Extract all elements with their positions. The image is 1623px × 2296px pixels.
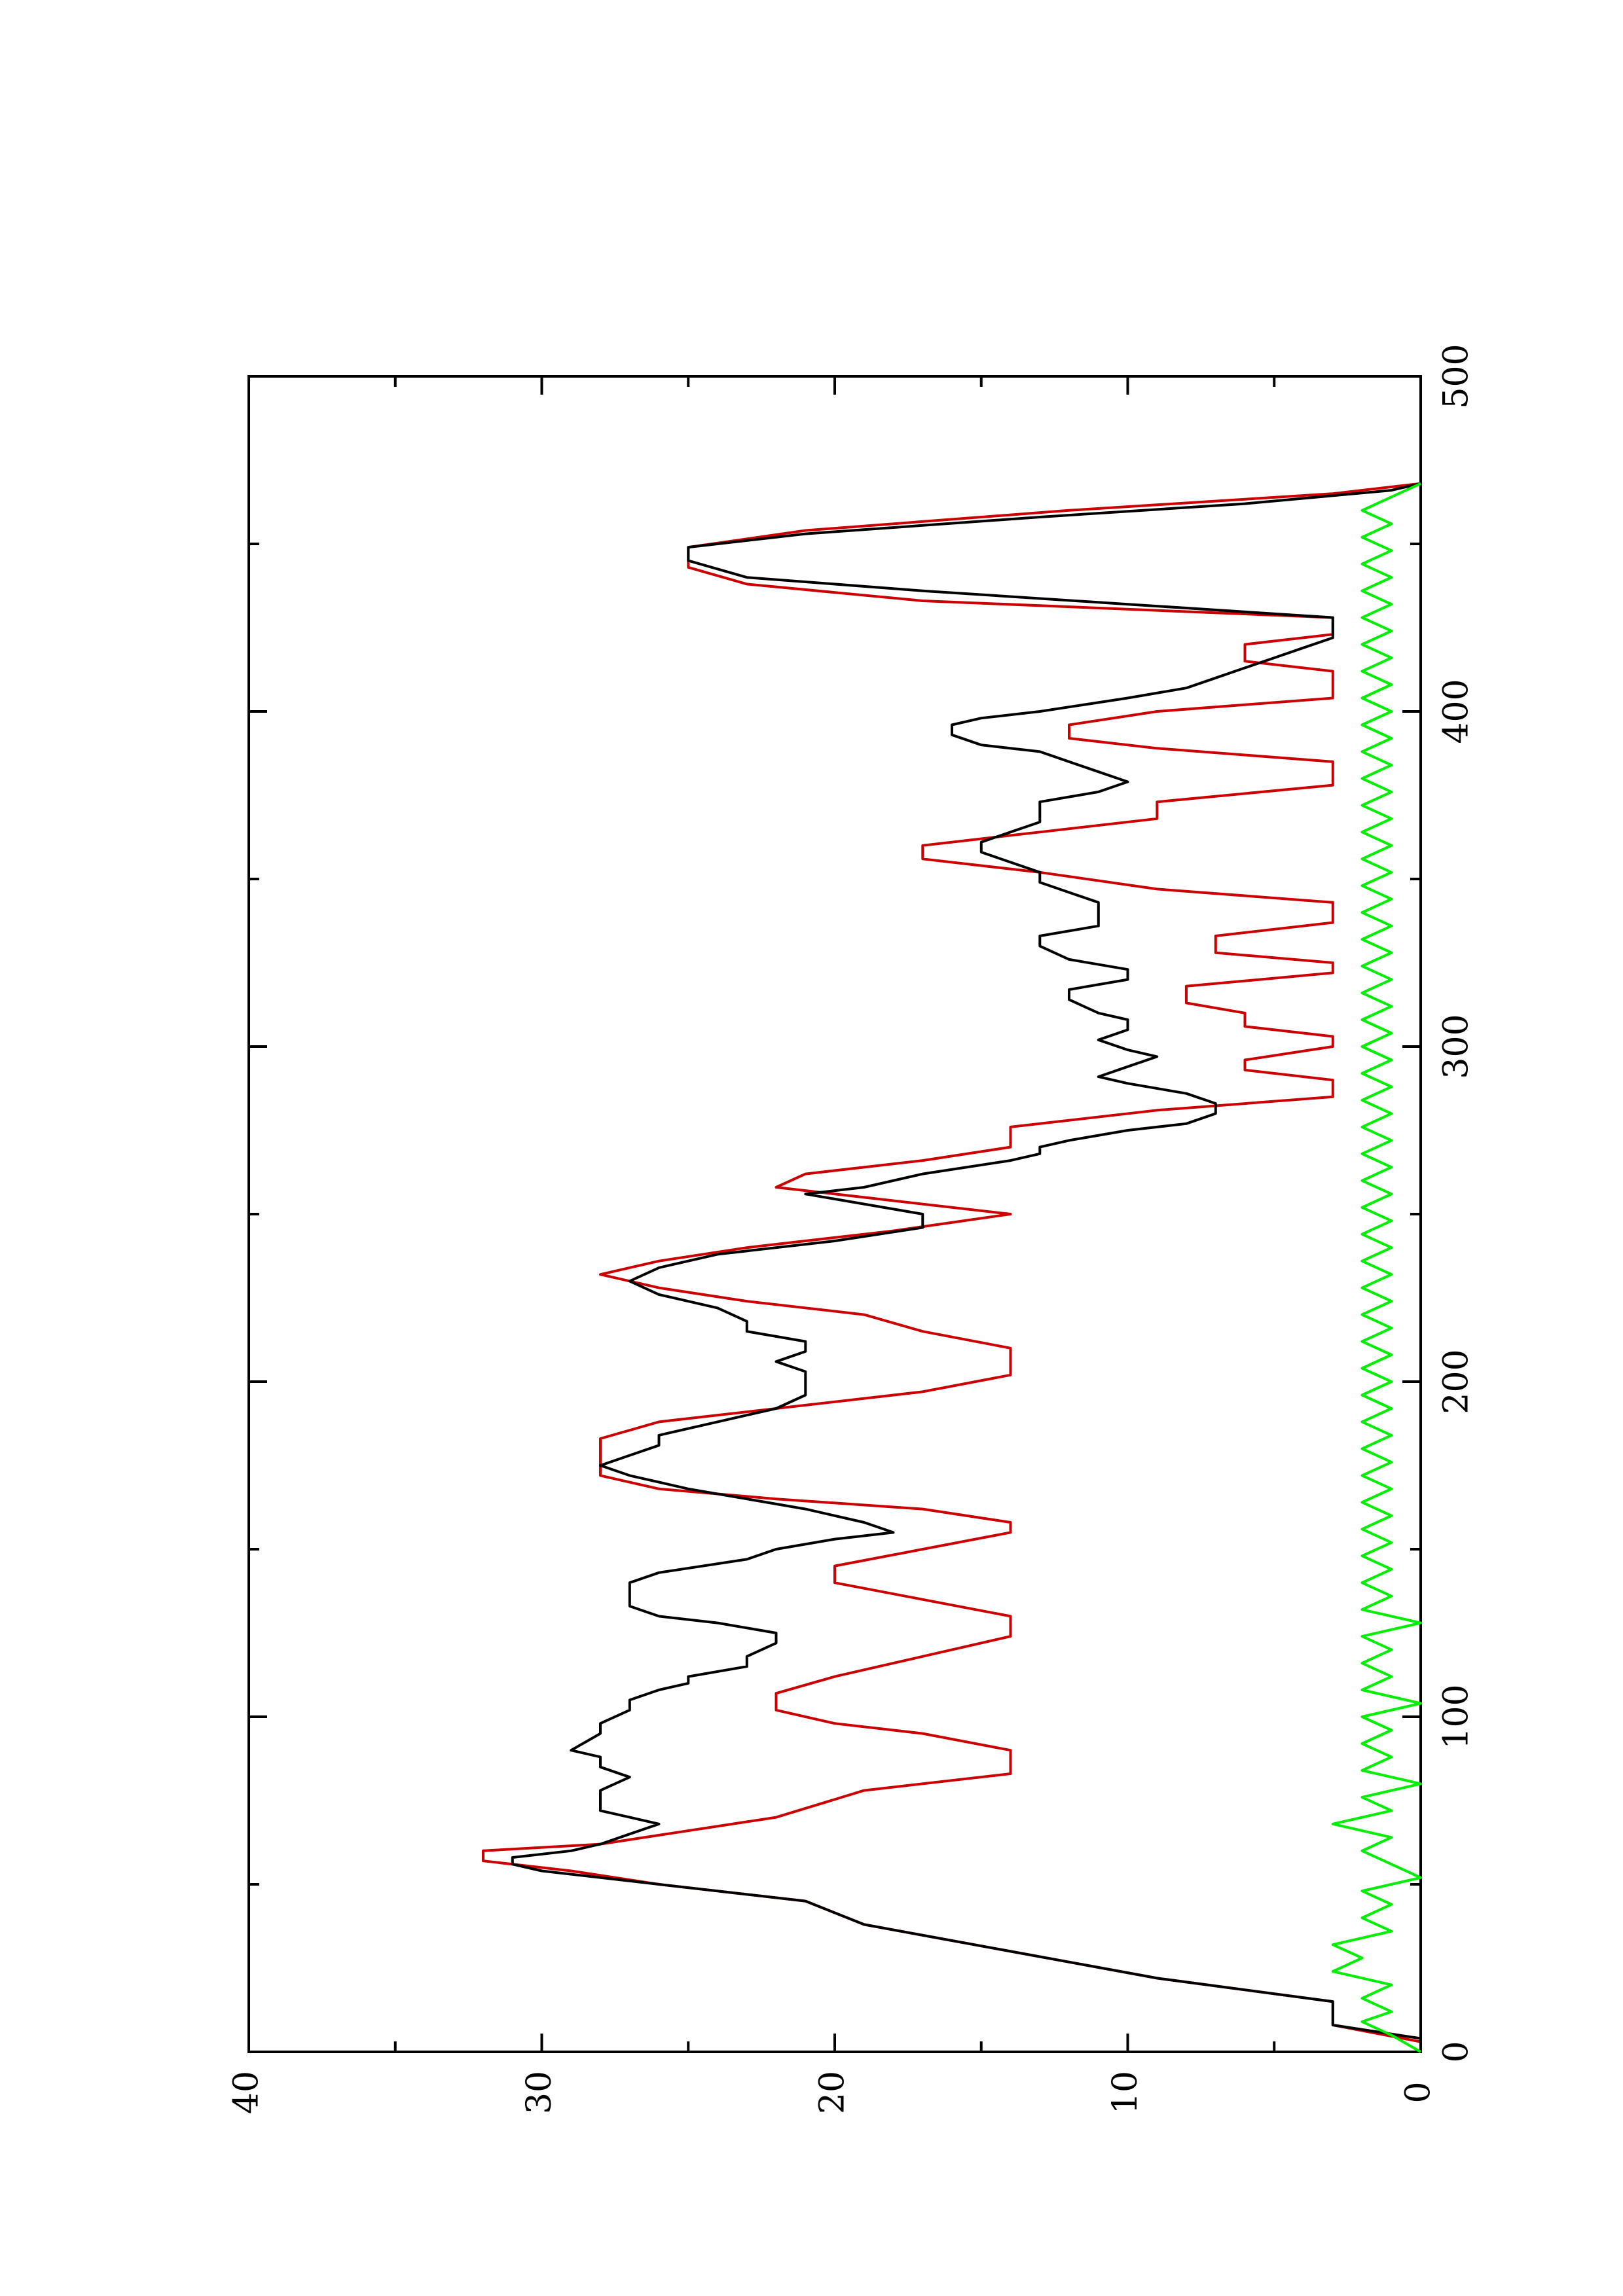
x-tick-label: 0 <box>1437 2041 1476 2062</box>
y-axis: 0 10 20 30 40 <box>227 376 1438 2114</box>
series-line-2 <box>511 482 1422 2052</box>
series-line-3 <box>1331 482 1422 2053</box>
y-tick-label: 0 <box>1399 2081 1438 2103</box>
x-tick-label: 300 <box>1437 1014 1476 1079</box>
x-tick-label: 200 <box>1437 1349 1476 1414</box>
y-tick-label: 20 <box>813 2071 852 2114</box>
x-axis: 0 100 200 300 400 500 <box>249 344 1476 2063</box>
y-tick-label: 30 <box>520 2071 559 2114</box>
y-tick-label: 10 <box>1106 2071 1145 2114</box>
x-tick-label: 500 <box>1437 344 1476 408</box>
y-tick-label: 40 <box>227 2071 266 2114</box>
series-layer <box>482 482 1422 2053</box>
x-tick-label: 400 <box>1437 679 1476 744</box>
series-line-1 <box>482 482 1422 2052</box>
x-tick-label: 100 <box>1437 1684 1476 1749</box>
